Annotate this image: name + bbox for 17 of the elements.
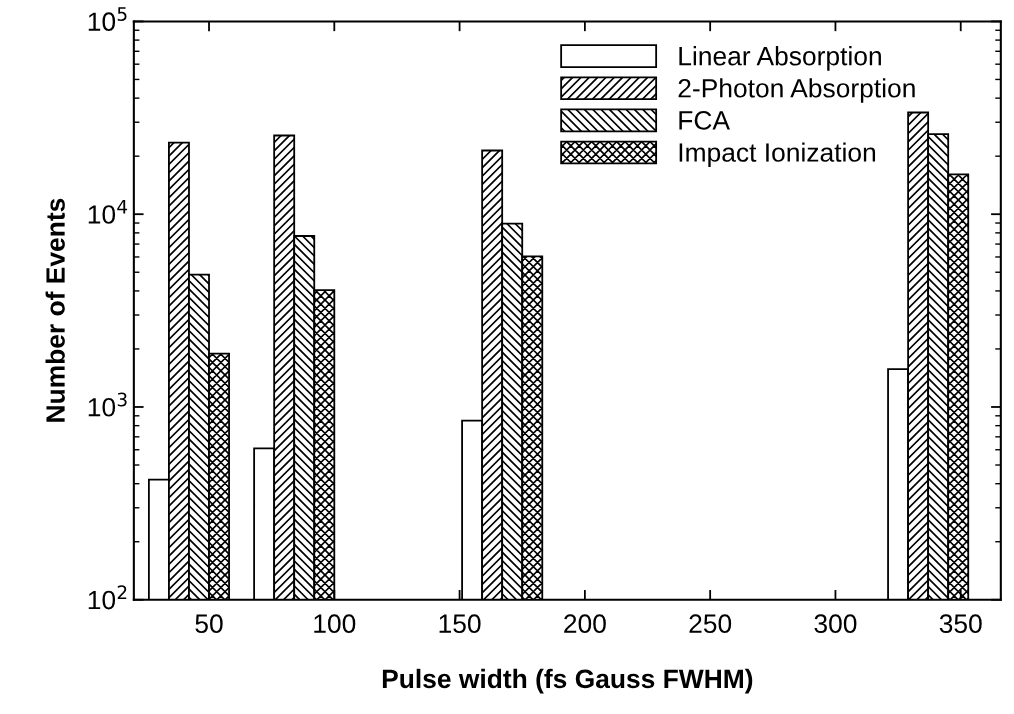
x-tick-label: 350 xyxy=(939,614,982,634)
y-tick-label: 10$^{3}$ xyxy=(88,392,127,417)
x-tick-label: 150 xyxy=(439,614,481,634)
x-tick-label: 200 xyxy=(564,614,606,634)
legend-label: Impact Ionization xyxy=(679,142,876,168)
x-axis-title: Pulse width (fs Gauss FWHM) xyxy=(382,668,753,694)
x-tick-label: 300 xyxy=(814,614,857,634)
x-tick-label: 100 xyxy=(314,614,356,634)
legend-label: FCA xyxy=(679,111,730,130)
y-tick-label: 10$^{5}$ xyxy=(88,7,127,32)
x-tick-label: 50 xyxy=(195,614,223,634)
y-tick-label: 10$^{2}$ xyxy=(88,585,127,610)
x-tick-label: 250 xyxy=(689,614,732,634)
legend-label: Linear Absorption xyxy=(679,46,881,71)
y-tick-label: 10$^{4}$ xyxy=(88,200,128,224)
y-axis-title: Number of Events xyxy=(45,198,65,422)
legend-label: 2-Photon Absorption xyxy=(678,78,915,103)
